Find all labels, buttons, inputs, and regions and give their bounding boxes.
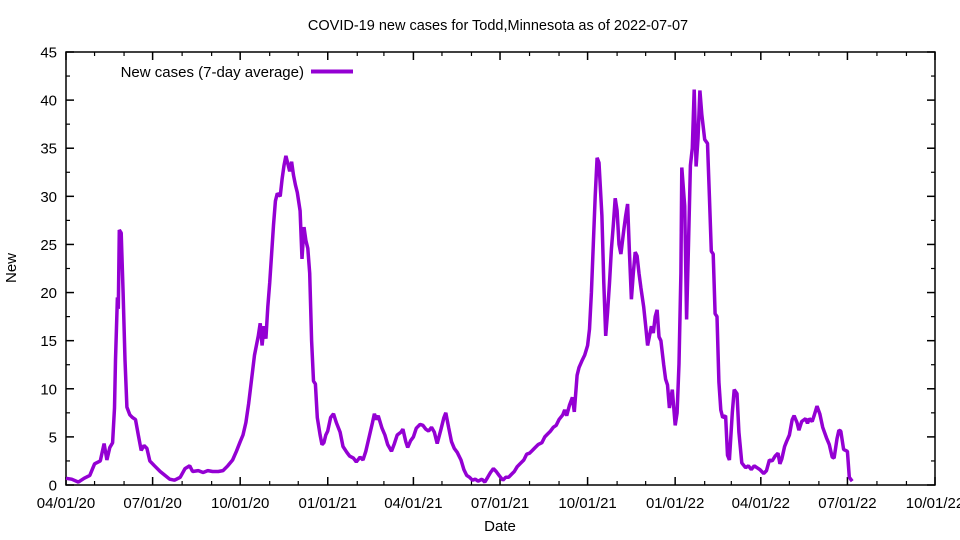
y-tick-label: 15 xyxy=(40,333,57,350)
x-tick-label: 10/01/21 xyxy=(558,495,616,512)
legend-label: New cases (7-day average) xyxy=(121,64,304,81)
y-tick-label: 20 xyxy=(40,285,57,302)
series-line-group xyxy=(65,89,854,484)
y-tick-label: 5 xyxy=(49,429,57,446)
y-tick-label: 10 xyxy=(40,381,57,398)
x-tick-label: 01/01/21 xyxy=(299,495,357,512)
x-tick-label: 07/01/20 xyxy=(123,495,181,512)
y-tick-label: 45 xyxy=(40,45,57,62)
y-axis-label: New xyxy=(3,253,20,283)
y-tick-label: 40 xyxy=(40,93,57,110)
x-tick-label: 10/01/20 xyxy=(211,495,269,512)
chart-title: COVID-19 new cases for Todd,Minnesota as… xyxy=(308,18,688,34)
x-axis-label: Date xyxy=(484,518,516,535)
x-tick-label: 04/01/20 xyxy=(37,495,95,512)
y-tick-label: 25 xyxy=(40,237,57,254)
new-cases-line xyxy=(65,89,854,484)
plot-axes: 0 5 10 15 20 25 30 35 40 45 04/01/20 07/01/20 10/01/… xyxy=(37,45,960,513)
x-tick-label: 01/01/22 xyxy=(646,495,704,512)
x-tick-label: 04/01/22 xyxy=(732,495,790,512)
y-tick-label: 35 xyxy=(40,141,57,158)
x-tick-label: 07/01/22 xyxy=(818,495,876,512)
x-tick-label: 07/01/21 xyxy=(471,495,529,512)
x-tick-label: 04/01/21 xyxy=(384,495,442,512)
y-tick-label: 30 xyxy=(40,189,57,206)
legend: New cases (7-day average) xyxy=(121,64,353,81)
x-tick-label: 10/01/22 xyxy=(906,495,960,512)
y-tick-label: 0 xyxy=(49,478,57,495)
